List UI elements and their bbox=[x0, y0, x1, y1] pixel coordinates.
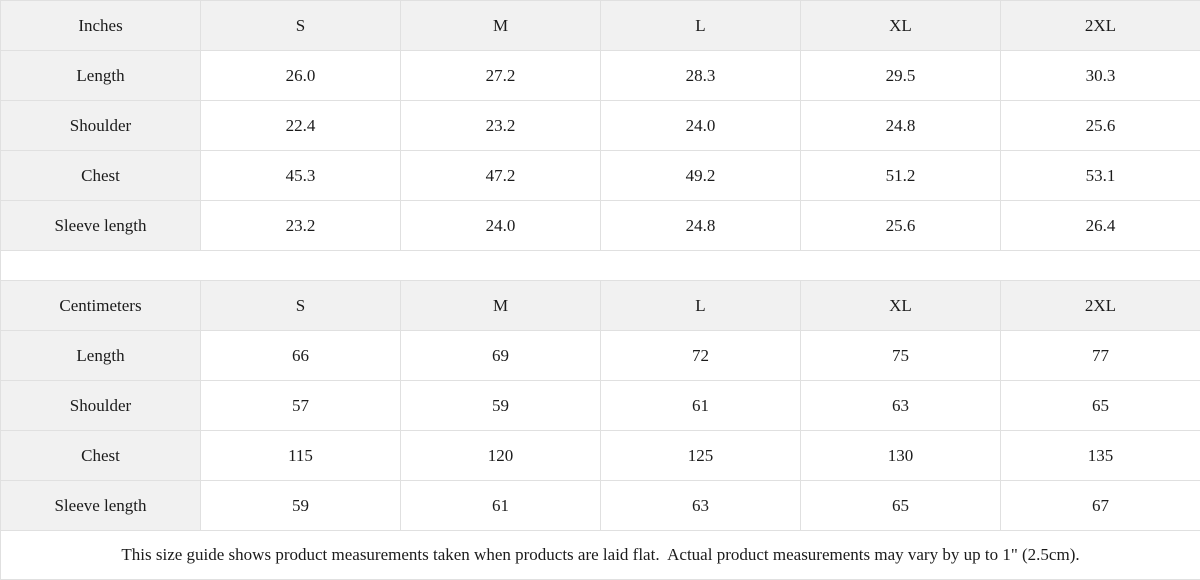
centimeters-unit-header: Centimeters bbox=[0, 280, 201, 331]
size-value-cell: 63 bbox=[800, 380, 1001, 431]
size-value-cell: 23.2 bbox=[400, 100, 601, 151]
size-value-cell: 66 bbox=[200, 330, 401, 381]
size-value-cell: 29.5 bbox=[800, 50, 1001, 101]
centimeters-header-row: Centimeters S M L XL 2XL bbox=[0, 280, 1200, 331]
size-value-cell: 67 bbox=[1000, 480, 1200, 531]
size-value-cell: 30.3 bbox=[1000, 50, 1200, 101]
size-value-cell: 51.2 bbox=[800, 150, 1001, 201]
inches-unit-header: Inches bbox=[0, 0, 201, 51]
size-value-cell: 23.2 bbox=[200, 200, 401, 251]
centimeters-col-header-l: L bbox=[600, 280, 801, 331]
size-value-cell: 61 bbox=[400, 480, 601, 531]
inches-col-header-2xl: 2XL bbox=[1000, 0, 1200, 51]
size-value-cell: 69 bbox=[400, 330, 601, 381]
centimeters-row-chest: Chest 115 120 125 130 135 bbox=[0, 430, 1200, 481]
centimeters-col-header-xl: XL bbox=[800, 280, 1001, 331]
size-value-cell: 57 bbox=[200, 380, 401, 431]
row-label: Length bbox=[0, 330, 201, 381]
size-value-cell: 24.8 bbox=[600, 200, 801, 251]
size-value-cell: 27.2 bbox=[400, 50, 601, 101]
inches-row-shoulder: Shoulder 22.4 23.2 24.0 24.8 25.6 bbox=[0, 100, 1200, 151]
centimeters-row-sleeve-length: Sleeve length 59 61 63 65 67 bbox=[0, 480, 1200, 531]
size-value-cell: 25.6 bbox=[800, 200, 1001, 251]
size-value-cell: 115 bbox=[200, 430, 401, 481]
row-label: Shoulder bbox=[0, 380, 201, 431]
size-value-cell: 47.2 bbox=[400, 150, 601, 201]
centimeters-row-length: Length 66 69 72 75 77 bbox=[0, 330, 1200, 381]
size-value-cell: 75 bbox=[800, 330, 1001, 381]
size-value-cell: 26.0 bbox=[200, 50, 401, 101]
size-value-cell: 72 bbox=[600, 330, 801, 381]
size-value-cell: 61 bbox=[600, 380, 801, 431]
size-value-cell: 59 bbox=[400, 380, 601, 431]
inches-col-header-m: M bbox=[400, 0, 601, 51]
centimeters-col-header-m: M bbox=[400, 280, 601, 331]
note-row: This size guide shows product measuremen… bbox=[0, 530, 1200, 580]
size-value-cell: 65 bbox=[1000, 380, 1200, 431]
size-value-cell: 63 bbox=[600, 480, 801, 531]
table-spacer bbox=[0, 250, 1200, 281]
size-value-cell: 26.4 bbox=[1000, 200, 1200, 251]
row-label: Shoulder bbox=[0, 100, 201, 151]
table-spacer-row bbox=[0, 250, 1200, 281]
size-value-cell: 53.1 bbox=[1000, 150, 1200, 201]
size-value-cell: 45.3 bbox=[200, 150, 401, 201]
inches-col-header-l: L bbox=[600, 0, 801, 51]
size-value-cell: 65 bbox=[800, 480, 1001, 531]
inches-col-header-s: S bbox=[200, 0, 401, 51]
size-value-cell: 24.0 bbox=[600, 100, 801, 151]
size-value-cell: 49.2 bbox=[600, 150, 801, 201]
size-value-cell: 24.0 bbox=[400, 200, 601, 251]
size-value-cell: 28.3 bbox=[600, 50, 801, 101]
size-value-cell: 120 bbox=[400, 430, 601, 481]
centimeters-col-header-s: S bbox=[200, 280, 401, 331]
centimeters-col-header-2xl: 2XL bbox=[1000, 280, 1200, 331]
size-guide-note: This size guide shows product measuremen… bbox=[0, 530, 1200, 580]
inches-row-sleeve-length: Sleeve length 23.2 24.0 24.8 25.6 26.4 bbox=[0, 200, 1200, 251]
inches-row-chest: Chest 45.3 47.2 49.2 51.2 53.1 bbox=[0, 150, 1200, 201]
size-value-cell: 125 bbox=[600, 430, 801, 481]
inches-row-length: Length 26.0 27.2 28.3 29.5 30.3 bbox=[0, 50, 1200, 101]
row-label: Sleeve length bbox=[0, 200, 201, 251]
row-label: Chest bbox=[0, 430, 201, 481]
size-value-cell: 130 bbox=[800, 430, 1001, 481]
size-value-cell: 22.4 bbox=[200, 100, 401, 151]
inches-header-row: Inches S M L XL 2XL bbox=[0, 0, 1200, 51]
size-value-cell: 25.6 bbox=[1000, 100, 1200, 151]
size-value-cell: 135 bbox=[1000, 430, 1200, 481]
size-value-cell: 59 bbox=[200, 480, 401, 531]
size-value-cell: 77 bbox=[1000, 330, 1200, 381]
row-label: Chest bbox=[0, 150, 201, 201]
size-value-cell: 24.8 bbox=[800, 100, 1001, 151]
row-label: Sleeve length bbox=[0, 480, 201, 531]
inches-col-header-xl: XL bbox=[800, 0, 1001, 51]
centimeters-row-shoulder: Shoulder 57 59 61 63 65 bbox=[0, 380, 1200, 431]
row-label: Length bbox=[0, 50, 201, 101]
